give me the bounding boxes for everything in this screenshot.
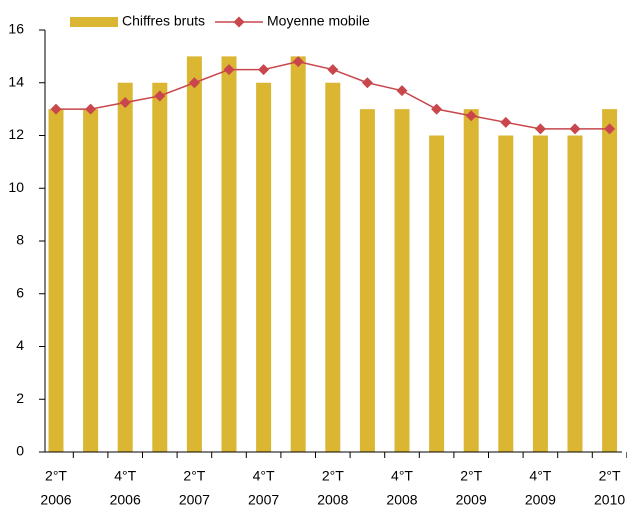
- legend-label: Moyenne mobile: [267, 13, 370, 29]
- y-tick-label: 14: [8, 73, 24, 89]
- x-tick-label: 4°T: [391, 468, 413, 484]
- x-tick-label: 2008: [317, 492, 348, 508]
- x-tick-label: 2°T: [45, 468, 67, 484]
- marker: [569, 123, 581, 135]
- bar: [602, 109, 618, 452]
- bar: [463, 109, 479, 452]
- y-tick-label: 0: [16, 443, 24, 459]
- bar: [117, 82, 133, 452]
- x-tick-label: 4°T: [529, 468, 551, 484]
- y-tick-label: 10: [8, 179, 24, 195]
- marker: [50, 103, 62, 115]
- bar: [83, 109, 99, 452]
- x-tick-label: 4°T: [253, 468, 275, 484]
- x-tick-label: 2009: [456, 492, 487, 508]
- marker: [361, 77, 373, 89]
- marker: [396, 85, 408, 97]
- bar: [498, 135, 514, 452]
- x-tick-label: 2°T: [599, 468, 621, 484]
- y-tick-label: 2: [16, 390, 24, 406]
- x-tick-label: 2008: [386, 492, 417, 508]
- x-tick-label: 2°T: [322, 468, 344, 484]
- marker: [154, 90, 166, 102]
- legend-label: Chiffres bruts: [122, 13, 205, 29]
- y-tick-label: 12: [8, 126, 24, 142]
- bar: [394, 109, 410, 452]
- bar: [186, 56, 202, 452]
- x-tick-label: 2006: [110, 492, 141, 508]
- marker: [327, 64, 339, 76]
- marker: [223, 64, 235, 76]
- y-tick-label: 4: [16, 337, 24, 353]
- x-tick-label: 2007: [248, 492, 279, 508]
- marker: [85, 103, 97, 115]
- marker: [119, 97, 131, 109]
- bar: [290, 56, 306, 452]
- x-tick-label: 2006: [40, 492, 71, 508]
- y-tick-label: 6: [16, 284, 24, 300]
- marker: [292, 56, 304, 68]
- bar: [429, 135, 445, 452]
- marker: [604, 123, 616, 135]
- bar: [221, 56, 237, 452]
- x-tick-label: 2010: [594, 492, 625, 508]
- marker: [188, 77, 200, 89]
- marker: [258, 64, 270, 76]
- x-tick-label: 2°T: [460, 468, 482, 484]
- bar: [256, 82, 272, 452]
- x-tick-label: 2007: [179, 492, 210, 508]
- bar: [325, 82, 341, 452]
- bar: [567, 135, 583, 452]
- x-tick-label: 2°T: [183, 468, 205, 484]
- marker: [500, 116, 512, 128]
- bar: [152, 82, 168, 452]
- bar: [48, 109, 64, 452]
- legend-swatch: [70, 17, 118, 27]
- x-tick-label: 4°T: [114, 468, 136, 484]
- bar: [532, 135, 548, 452]
- marker: [465, 110, 477, 122]
- y-tick-label: 16: [8, 21, 24, 37]
- bar: [359, 109, 375, 452]
- marker: [534, 123, 546, 135]
- y-tick-label: 8: [16, 232, 24, 248]
- marker: [431, 103, 443, 115]
- legend-marker: [233, 16, 245, 28]
- x-tick-label: 2009: [525, 492, 556, 508]
